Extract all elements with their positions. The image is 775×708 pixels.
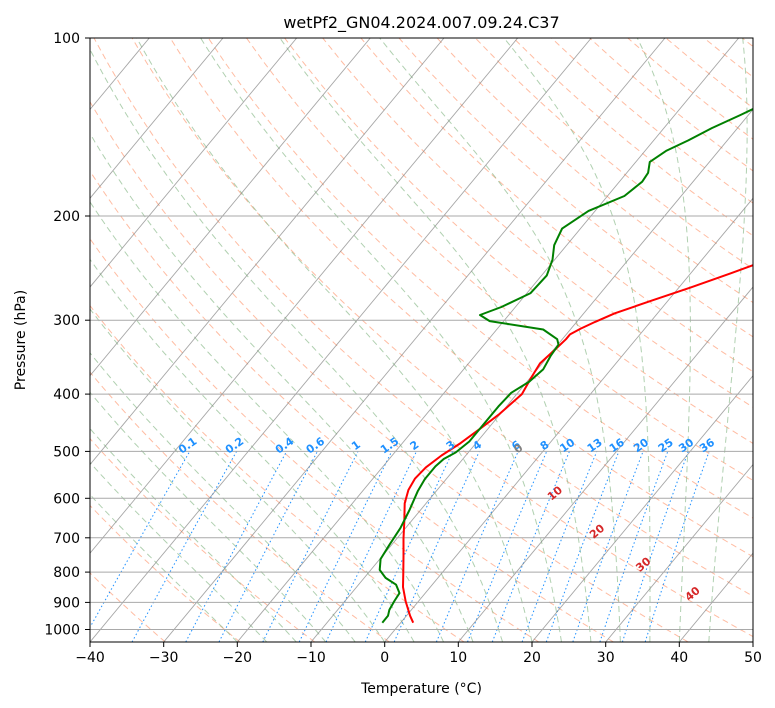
mixing-ratio-line <box>262 451 359 642</box>
mixing-ratio-line <box>185 451 288 642</box>
isotherm-line <box>90 38 592 642</box>
mixing-ratio-line <box>521 451 598 642</box>
moist-adiabat-line <box>636 38 691 642</box>
dewpoint-profile-line <box>378 107 753 624</box>
dry-adiabat-line <box>90 504 241 642</box>
dry-adiabat-line <box>207 38 753 519</box>
x-tick-label: 50 <box>744 650 762 666</box>
profile-lines <box>378 107 753 624</box>
x-tick-label: −20 <box>223 650 253 666</box>
isotherm-line <box>457 286 753 642</box>
x-tick-label: 40 <box>670 650 688 666</box>
mixing-ratio-line <box>644 451 710 642</box>
dry-adiabat-line <box>90 237 540 642</box>
isotherm-line <box>90 38 371 377</box>
mixing-ratio-line <box>131 451 238 642</box>
moist-adiabat-line <box>200 38 562 642</box>
background-lines <box>90 38 753 642</box>
x-axis-label: Temperature (°C) <box>360 681 482 697</box>
dry-adiabat-line <box>322 38 753 408</box>
isotherm-line <box>163 38 666 642</box>
y-tick-label: 1000 <box>44 623 80 639</box>
y-tick-label: 600 <box>53 491 80 507</box>
x-tick-label: 0 <box>380 650 389 666</box>
isotherm-line <box>310 108 753 642</box>
x-tick-label: −10 <box>296 650 326 666</box>
isotherm-line <box>90 38 445 466</box>
moist-adiabat-line <box>503 38 651 642</box>
x-tick-label: −40 <box>75 650 105 666</box>
axis-ticks: −40 −30 −20 −10 0 10 20 30 40 50 100 200 300 400 500 60… <box>44 31 762 666</box>
y-tick-label: 700 <box>53 531 80 547</box>
mixing-ratio-line <box>572 451 644 642</box>
mixing-ratio-line <box>90 451 191 629</box>
moist-adiabat-line <box>90 352 356 642</box>
dry-adiabat-line <box>246 38 753 481</box>
dry-adiabat-line <box>90 170 614 642</box>
chart-title: wetPf2_GN04.2024.007.09.24.C37 <box>283 13 559 33</box>
dry-adiabat-line <box>436 38 753 304</box>
dry-adiabat-line <box>90 304 465 642</box>
x-tick-label: 20 <box>523 650 541 666</box>
isotherm-line <box>90 38 224 199</box>
y-axis-label: Pressure (hPa) <box>13 290 29 390</box>
moist-adiabat-line <box>90 258 415 642</box>
grid-lines <box>90 38 753 642</box>
dry-adiabat-line <box>90 100 689 642</box>
dry-adiabat-line <box>90 572 166 642</box>
y-tick-label: 100 <box>53 31 80 47</box>
mixing-ratio-line <box>435 451 519 642</box>
dry-adiabat-line <box>169 38 753 558</box>
isotherm-line <box>90 38 298 288</box>
mixing-ratio-line <box>467 451 548 642</box>
mixing-ratio-line <box>599 451 669 642</box>
moist-adiabat-line <box>90 48 503 642</box>
y-tick-label: 400 <box>53 387 80 403</box>
x-tick-label: 30 <box>597 650 615 666</box>
moist-adiabat-line <box>90 132 474 642</box>
moist-adiabat-line <box>379 38 621 642</box>
isotherm-line <box>384 197 753 642</box>
mixing-ratio-line <box>393 451 480 642</box>
y-tick-label: 900 <box>53 595 80 611</box>
isotherm-line <box>236 38 740 642</box>
x-tick-label: 10 <box>449 650 467 666</box>
plot-frame <box>89 37 754 643</box>
mixing-ratio-line <box>545 451 620 642</box>
isotherm-line <box>531 375 753 642</box>
y-tick-label: 800 <box>53 565 80 581</box>
moist-adiabat-line <box>90 391 327 642</box>
y-tick-label: 500 <box>53 444 80 460</box>
moist-adiabat-line <box>708 38 748 642</box>
moist-adiabat-line <box>136 38 533 642</box>
y-tick-label: 200 <box>53 209 80 225</box>
dry-adiabat-line <box>284 38 753 444</box>
isotherm-line <box>605 463 753 642</box>
moist-adiabat-line <box>90 308 386 642</box>
isotherm-line <box>90 38 519 554</box>
mixing-ratio-line <box>621 451 689 642</box>
dry-adiabat-line <box>131 38 753 597</box>
x-tick-label: −30 <box>149 650 179 666</box>
y-tick-label: 300 <box>53 313 80 329</box>
mixing-ratio-line <box>491 451 570 642</box>
dry-adiabat-line <box>90 371 390 642</box>
moist-adiabat-line <box>279 38 592 642</box>
